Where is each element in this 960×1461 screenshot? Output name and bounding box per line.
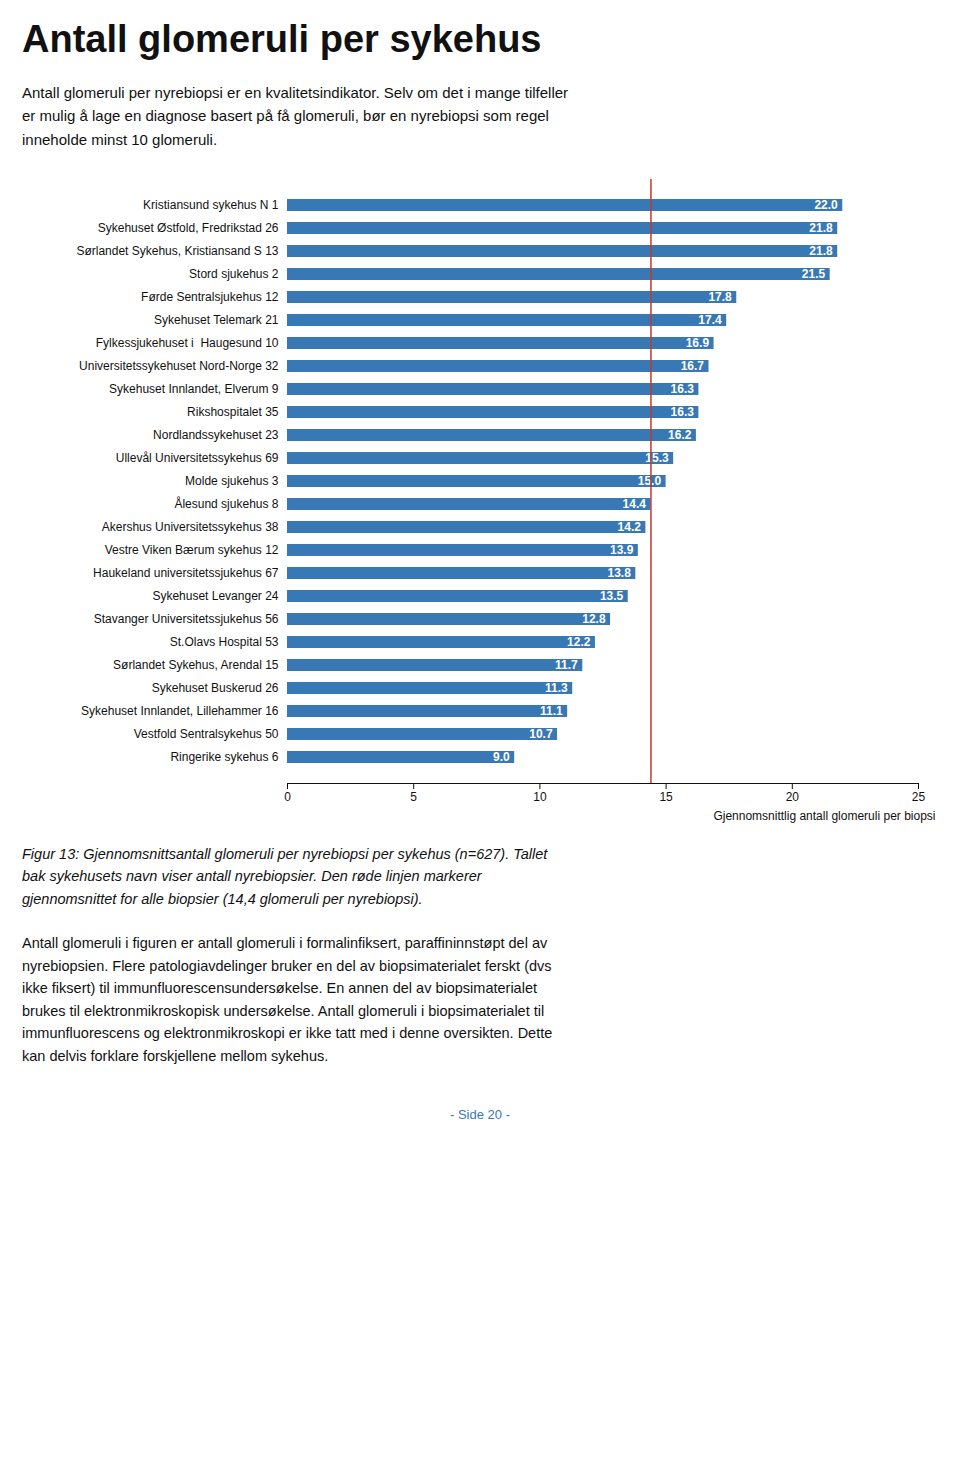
svg-text:14.2: 14.2 xyxy=(618,520,642,534)
svg-text:St.Olavs Hospital 53: St.Olavs Hospital 53 xyxy=(170,635,279,649)
svg-text:Ringerike sykehus 6: Ringerike sykehus 6 xyxy=(170,750,278,764)
svg-text:Fylkessjukehuset i Haugesund: Fylkessjukehuset i Haugesund 10 xyxy=(96,336,279,350)
svg-text:Sykehuset Buskerud 26: Sykehuset Buskerud 26 xyxy=(152,681,279,695)
svg-text:10.7: 10.7 xyxy=(529,727,553,741)
html-text:Figur 13: Gjennomsnittsantall: Figur 13: Gjennomsnittsantall glomeruli … xyxy=(22,845,548,907)
svg-text:16.2: 16.2 xyxy=(668,428,692,442)
svg-text:21.8: 21.8 xyxy=(809,244,833,258)
svg-text:Sykehuset Levanger 24: Sykehuset Levanger 24 xyxy=(152,589,278,603)
svg-text:12.8: 12.8 xyxy=(582,612,606,626)
svg-text:17.4: 17.4 xyxy=(698,313,722,327)
svg-text:15.0: 15.0 xyxy=(638,474,662,488)
svg-text:21.5: 21.5 xyxy=(802,267,826,281)
svg-text:10: 10 xyxy=(533,790,547,804)
svg-text:16.3: 16.3 xyxy=(671,382,695,396)
svg-text:13.5: 13.5 xyxy=(600,589,624,603)
svg-text:20: 20 xyxy=(786,790,800,804)
html-text:Antall glomeruli per sykehus: Antall glomeruli per sykehus xyxy=(22,18,542,60)
svg-text:Universitetssykehuset Nord-Nor: Universitetssykehuset Nord-Norge 32 xyxy=(79,359,279,373)
svg-text:Sykehuset Innlandet, Elverum 9: Sykehuset Innlandet, Elverum 9 xyxy=(109,382,279,396)
svg-text:25: 25 xyxy=(912,790,926,804)
html-text:Antall glomeruli i figuren er: Antall glomeruli i figuren er antall glo… xyxy=(22,935,553,1064)
svg-text:12.2: 12.2 xyxy=(567,635,591,649)
svg-text:Sykehuset Innlandet, Lillehamm: Sykehuset Innlandet, Lillehammer 16 xyxy=(81,704,279,718)
svg-text:Sørlandet Sykehus, Arendal 15: Sørlandet Sykehus, Arendal 15 xyxy=(113,658,279,672)
svg-text:13.9: 13.9 xyxy=(610,543,634,557)
svg-text:22.0: 22.0 xyxy=(814,198,838,212)
svg-text:5: 5 xyxy=(410,790,417,804)
svg-text:Vestre Viken Bærum sykehus 12: Vestre Viken Bærum sykehus 12 xyxy=(105,543,279,557)
svg-text:21.8: 21.8 xyxy=(809,221,833,235)
svg-text:Ålesund sjukehus 8: Ålesund sjukehus 8 xyxy=(174,496,278,511)
svg-text:Haukeland universitetssjukehus: Haukeland universitetssjukehus 67 xyxy=(93,566,279,580)
html-text:Antall glomeruli per nyrebiops: Antall glomeruli per nyrebiopsi er en kv… xyxy=(22,84,569,148)
svg-text:14.4: 14.4 xyxy=(623,497,647,511)
svg-text:Førde Sentralsjukehus 12: Førde Sentralsjukehus 12 xyxy=(141,290,279,304)
svg-text:15: 15 xyxy=(659,790,673,804)
svg-text:Kristiansund sykehus N 1: Kristiansund sykehus N 1 xyxy=(143,198,279,212)
svg-text:Stavanger Universitetssjukehus: Stavanger Universitetssjukehus 56 xyxy=(94,612,279,626)
svg-text:11.3: 11.3 xyxy=(545,681,568,695)
svg-text:16.7: 16.7 xyxy=(681,359,705,373)
svg-text:Molde sjukehus 3: Molde sjukehus 3 xyxy=(185,474,279,488)
svg-text:0: 0 xyxy=(284,790,291,804)
svg-text:17.8: 17.8 xyxy=(708,290,732,304)
svg-text:Ullevål Universitetssykehus 69: Ullevål Universitetssykehus 69 xyxy=(116,451,279,465)
svg-text:Nordlandssykehuset 23: Nordlandssykehuset 23 xyxy=(153,428,279,442)
svg-text:13.8: 13.8 xyxy=(607,566,631,580)
svg-text:Akershus Universitetssykehus 3: Akershus Universitetssykehus 38 xyxy=(102,520,279,534)
svg-text:16.9: 16.9 xyxy=(686,336,710,350)
svg-text:Sykehuset Østfold, Fredrikstad: Sykehuset Østfold, Fredrikstad 26 xyxy=(98,221,279,235)
svg-text:16.3: 16.3 xyxy=(671,405,695,419)
svg-text:Gjennomsnittlig antall glomeru: Gjennomsnittlig antall glomeruli per bio… xyxy=(713,808,935,822)
svg-text:Sørlandet Sykehus, Kristiansan: Sørlandet Sykehus, Kristiansand S 13 xyxy=(76,244,278,258)
svg-text:11.7: 11.7 xyxy=(555,658,578,672)
svg-text:15.3: 15.3 xyxy=(645,451,669,465)
svg-text:11.1: 11.1 xyxy=(540,704,563,718)
svg-text:Rikshospitalet 35: Rikshospitalet 35 xyxy=(187,405,279,419)
svg-text:9.0: 9.0 xyxy=(493,750,510,764)
html-text:- Side 20 -: - Side 20 - xyxy=(450,1107,510,1122)
svg-text:Sykehuset Telemark 21: Sykehuset Telemark 21 xyxy=(154,313,279,327)
svg-text:Stord sjukehus 2: Stord sjukehus 2 xyxy=(189,267,279,281)
svg-text:Vestfold Sentralsykehus 50: Vestfold Sentralsykehus 50 xyxy=(134,727,279,741)
